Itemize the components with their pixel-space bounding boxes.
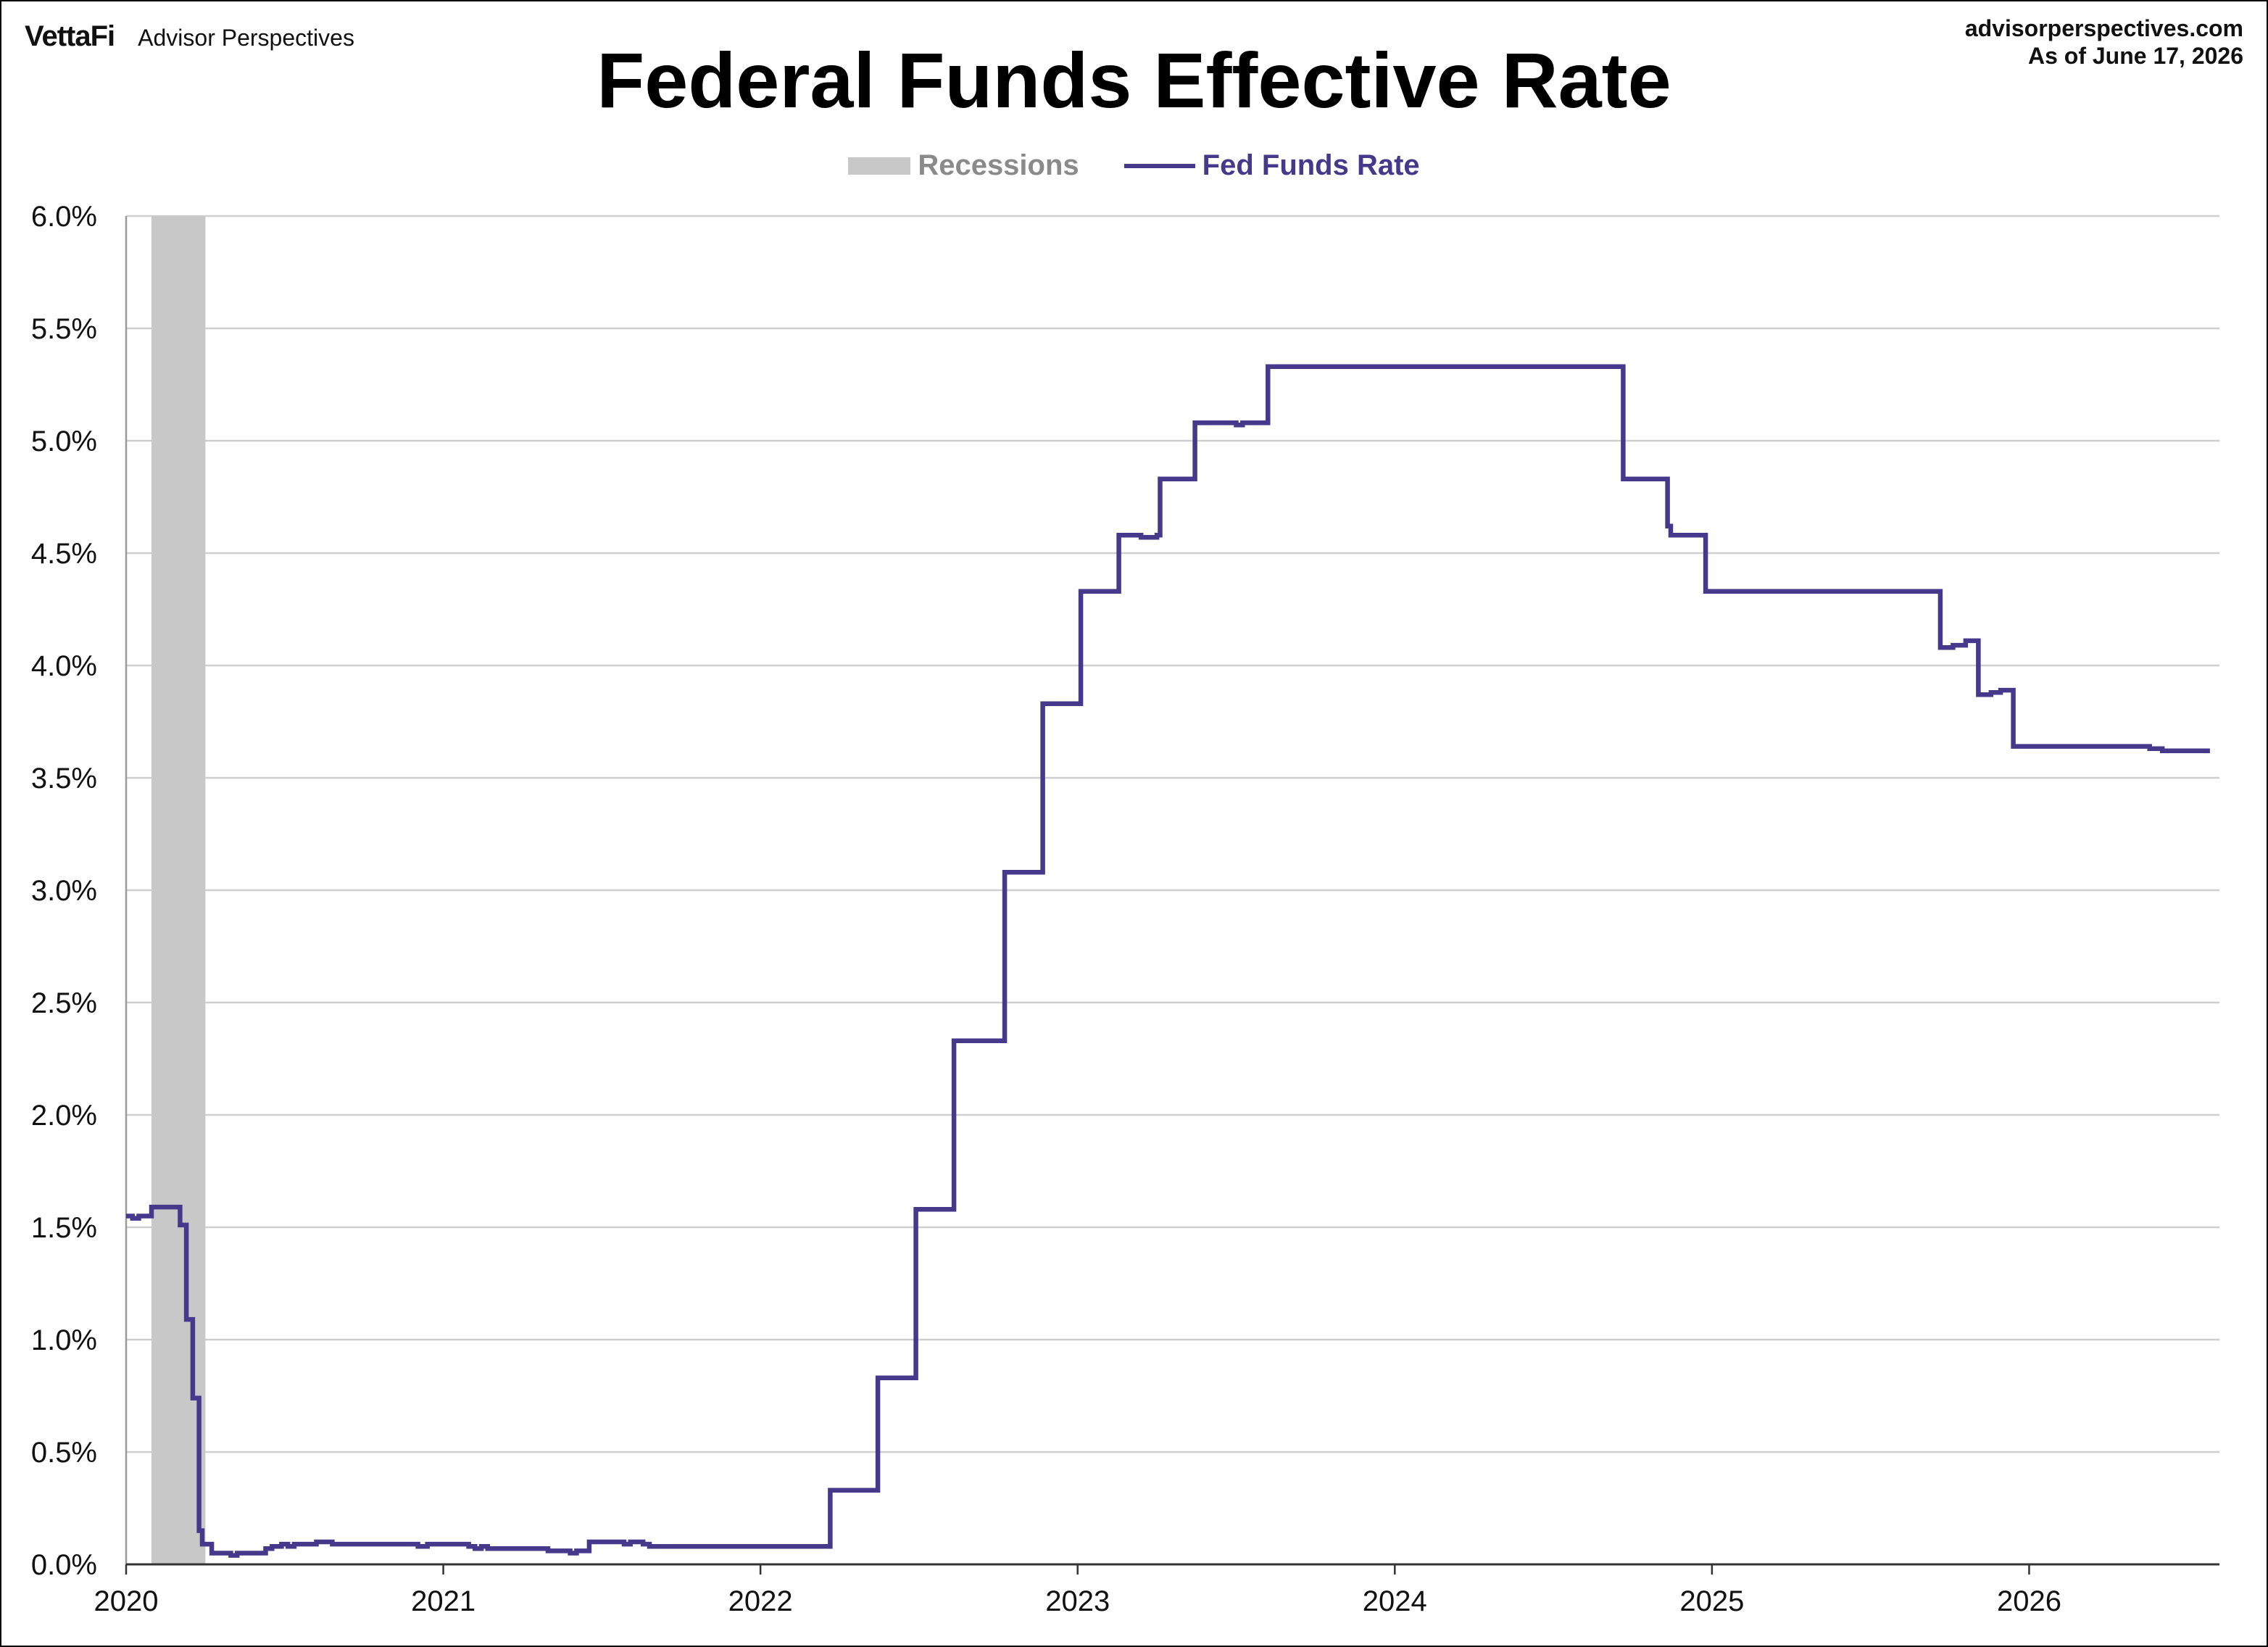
legend-item-recessions: Recessions — [848, 149, 1079, 182]
legend-swatch-recessions — [848, 157, 911, 175]
brand-name: Advisor Perspectives — [138, 25, 354, 51]
series-layer — [126, 364, 2210, 1558]
y-tick-label: 5.0% — [31, 426, 97, 457]
y-tick-label: 4.0% — [31, 650, 97, 682]
chart-legend: Recessions Fed Funds Rate — [0, 149, 2268, 182]
x-tick-label: 2021 — [411, 1585, 475, 1617]
y-tick-label: 2.0% — [31, 1100, 97, 1132]
y-tick-label: 2.5% — [31, 987, 97, 1019]
axes — [125, 216, 2219, 1575]
gridlines — [126, 215, 2219, 1453]
y-tick-label: 6.0% — [31, 201, 97, 233]
source-block: advisorperspectives.com As of June 17, 2… — [1965, 14, 2243, 70]
y-tick-label: 1.0% — [31, 1324, 97, 1356]
legend-label-recessions: Recessions — [918, 149, 1079, 181]
brand-header: VettaFi Advisor Perspectives — [25, 20, 354, 53]
y-tick-label: 3.0% — [31, 875, 97, 907]
fed-funds-rate-line — [126, 364, 2210, 1558]
legend-item-fed-funds: Fed Funds Rate — [1123, 149, 1420, 182]
y-tick-label: 5.5% — [31, 313, 97, 345]
vettafi-logo: VettaFi — [25, 20, 115, 52]
x-tick-label: 2024 — [1363, 1585, 1427, 1617]
y-tick-label: 4.5% — [31, 538, 97, 570]
source-site: advisorperspectives.com — [1964, 15, 2243, 41]
recession-bands — [151, 216, 206, 1564]
x-tick-label: 2025 — [1679, 1585, 1744, 1617]
chart-title: Federal Funds Effective Rate — [597, 36, 1671, 124]
x-tick-label: 2020 — [94, 1585, 159, 1617]
y-tick-label: 0.5% — [31, 1437, 97, 1469]
legend-label-fed-funds: Fed Funds Rate — [1202, 149, 1420, 181]
as-of-date: As of June 17, 2026 — [2027, 43, 2243, 69]
x-tick-label: 2022 — [728, 1585, 793, 1617]
recession-band — [151, 216, 206, 1564]
legend-swatch-fed-funds — [1123, 163, 1195, 168]
x-tick-labels: 2020 2021 2022 2023 2024 2025 2026 — [94, 1585, 2061, 1617]
y-tick-label: 3.5% — [31, 763, 97, 795]
y-tick-label: 0.0% — [31, 1549, 97, 1581]
x-tick-label: 2026 — [1997, 1585, 2061, 1617]
y-tick-label: 1.5% — [31, 1212, 97, 1244]
x-tick-label: 2023 — [1045, 1585, 1110, 1617]
y-tick-labels: 0.0% 0.5% 1.0% 1.5% 2.0% 2.5% 3.0% 3.5% 4.0% 4.5%… — [31, 201, 97, 1581]
